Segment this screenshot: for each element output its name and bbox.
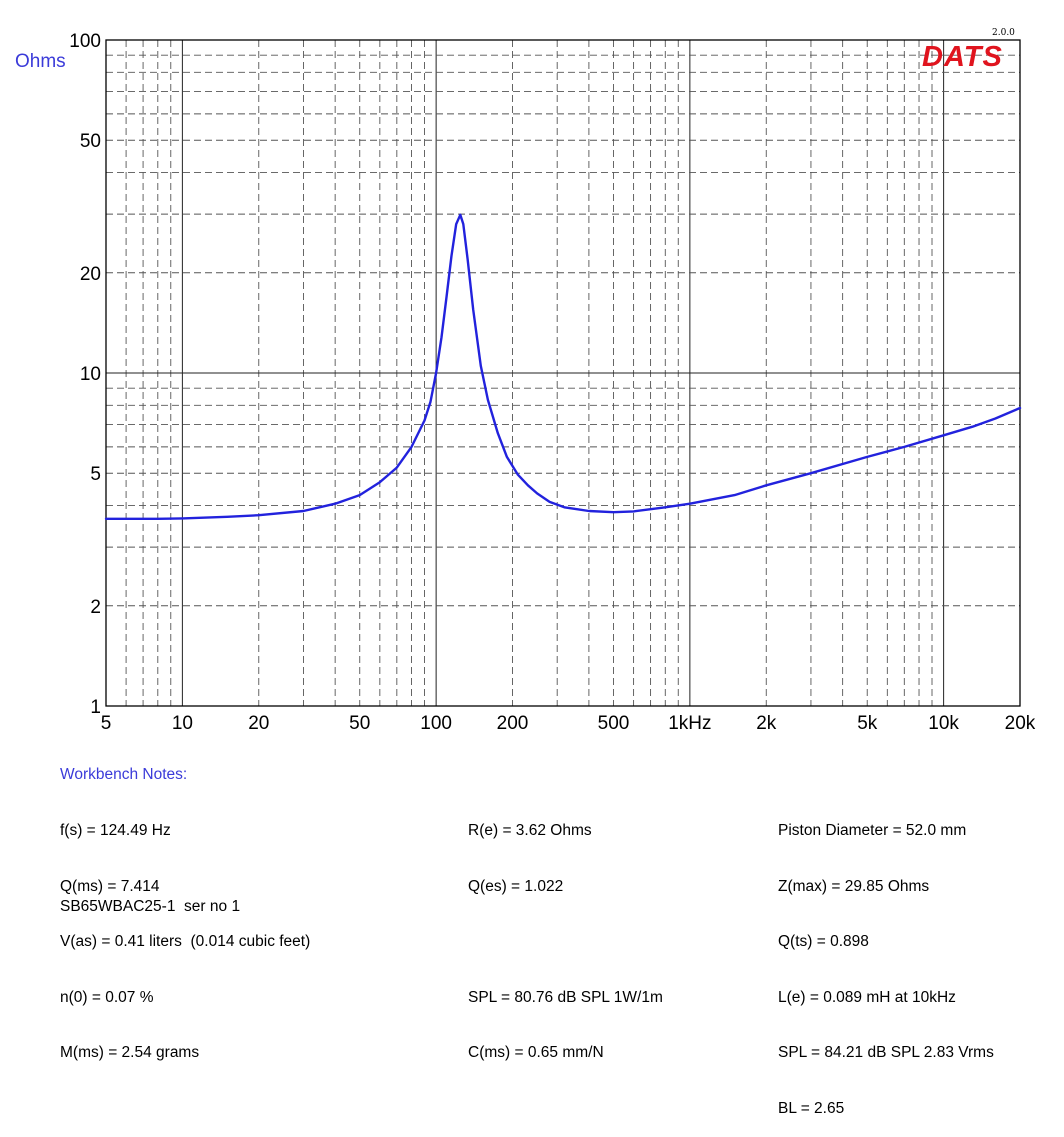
x-tick-label: 200 (497, 713, 529, 734)
plot-frame (105, 39, 1021, 707)
note-blank (468, 933, 663, 952)
x-tick-label: 20 (248, 713, 269, 734)
y-tick-label: 5 (90, 464, 101, 485)
dats-logo: DATS (922, 41, 1003, 73)
y-tick-label: 50 (80, 131, 101, 152)
note-vas: V(as) = 0.41 liters (0.014 cubic feet) (60, 933, 311, 950)
y-axis-ticks: 1 2 5 10 20 50 100 (69, 31, 101, 718)
driver-serial: SB65WBAC25-1 ser no 1 (60, 898, 241, 915)
note-spl-283v: SPL = 84.21 dB SPL 2.83 Vrms (778, 1044, 994, 1061)
notes-column-1: f(s) = 124.49 Hz Q(ms) = 7.414 V(as) = 0… (60, 785, 310, 1081)
y-tick-label: 1 (90, 697, 101, 718)
x-tick-label: 50 (349, 713, 370, 734)
y-tick-label: 10 (80, 364, 101, 385)
note-zmax: Z(max) = 29.85 Ohms (778, 877, 930, 895)
y-tick-label: 20 (80, 264, 101, 285)
note-spl-1w: SPL = 80.76 dB SPL 1W/1m (468, 988, 663, 1006)
x-axis-ticks: 5 10 20 50 100 200 500 1kHz 2k 5k 10k 20k (101, 713, 1036, 734)
note-fs: f(s) = 124.49 Hz (60, 822, 171, 839)
note-qms: Q(ms) = 7.414 (60, 877, 160, 895)
x-tick-label: 100 (420, 713, 452, 734)
x-tick-label: 2k (756, 713, 777, 734)
note-qts: Q(ts) = 0.898 (778, 933, 869, 950)
x-tick-label: 5 (101, 713, 112, 734)
grid (106, 40, 1020, 706)
x-tick-label: 20k (1005, 713, 1036, 734)
note-le: L(e) = 0.089 mH at 10kHz (778, 988, 956, 1006)
note-n0: n(0) = 0.07 % (60, 988, 154, 1006)
note-re: R(e) = 3.62 Ohms (468, 822, 592, 839)
x-tick-label: 1kHz (668, 713, 711, 734)
x-tick-label: 500 (598, 713, 630, 734)
x-tick-label: 10k (928, 713, 959, 734)
note-qes: Q(es) = 1.022 (468, 877, 564, 895)
y-tick-label: 2 (90, 597, 101, 618)
note-bl: BL = 2.65 (778, 1099, 845, 1117)
notes-column-2: R(e) = 3.62 Ohms Q(es) = 1.022 SPL = 80.… (468, 785, 663, 1081)
note-piston-diameter: Piston Diameter = 52.0 mm (778, 822, 967, 839)
x-tick-label: 10 (172, 713, 193, 734)
impedance-chart: 5 10 20 50 100 200 500 1kHz 2k 5k 10k 20k 1 2 5 10 20 50… (15, 28, 1036, 734)
y-tick-label: 100 (69, 31, 101, 52)
note-mms: M(ms) = 2.54 grams (60, 1044, 200, 1061)
y-axis-label: Ohms (15, 51, 66, 72)
notes-title: Workbench Notes: (60, 766, 188, 783)
logo-version: 2.0.0 (992, 28, 1015, 38)
impedance-series-line (104, 213, 1022, 520)
x-tick-label: 5k (857, 713, 878, 734)
note-cms: C(ms) = 0.65 mm/N (468, 1044, 604, 1061)
notes-column-3: Piston Diameter = 52.0 mm Z(max) = 29.85… (778, 785, 994, 1137)
